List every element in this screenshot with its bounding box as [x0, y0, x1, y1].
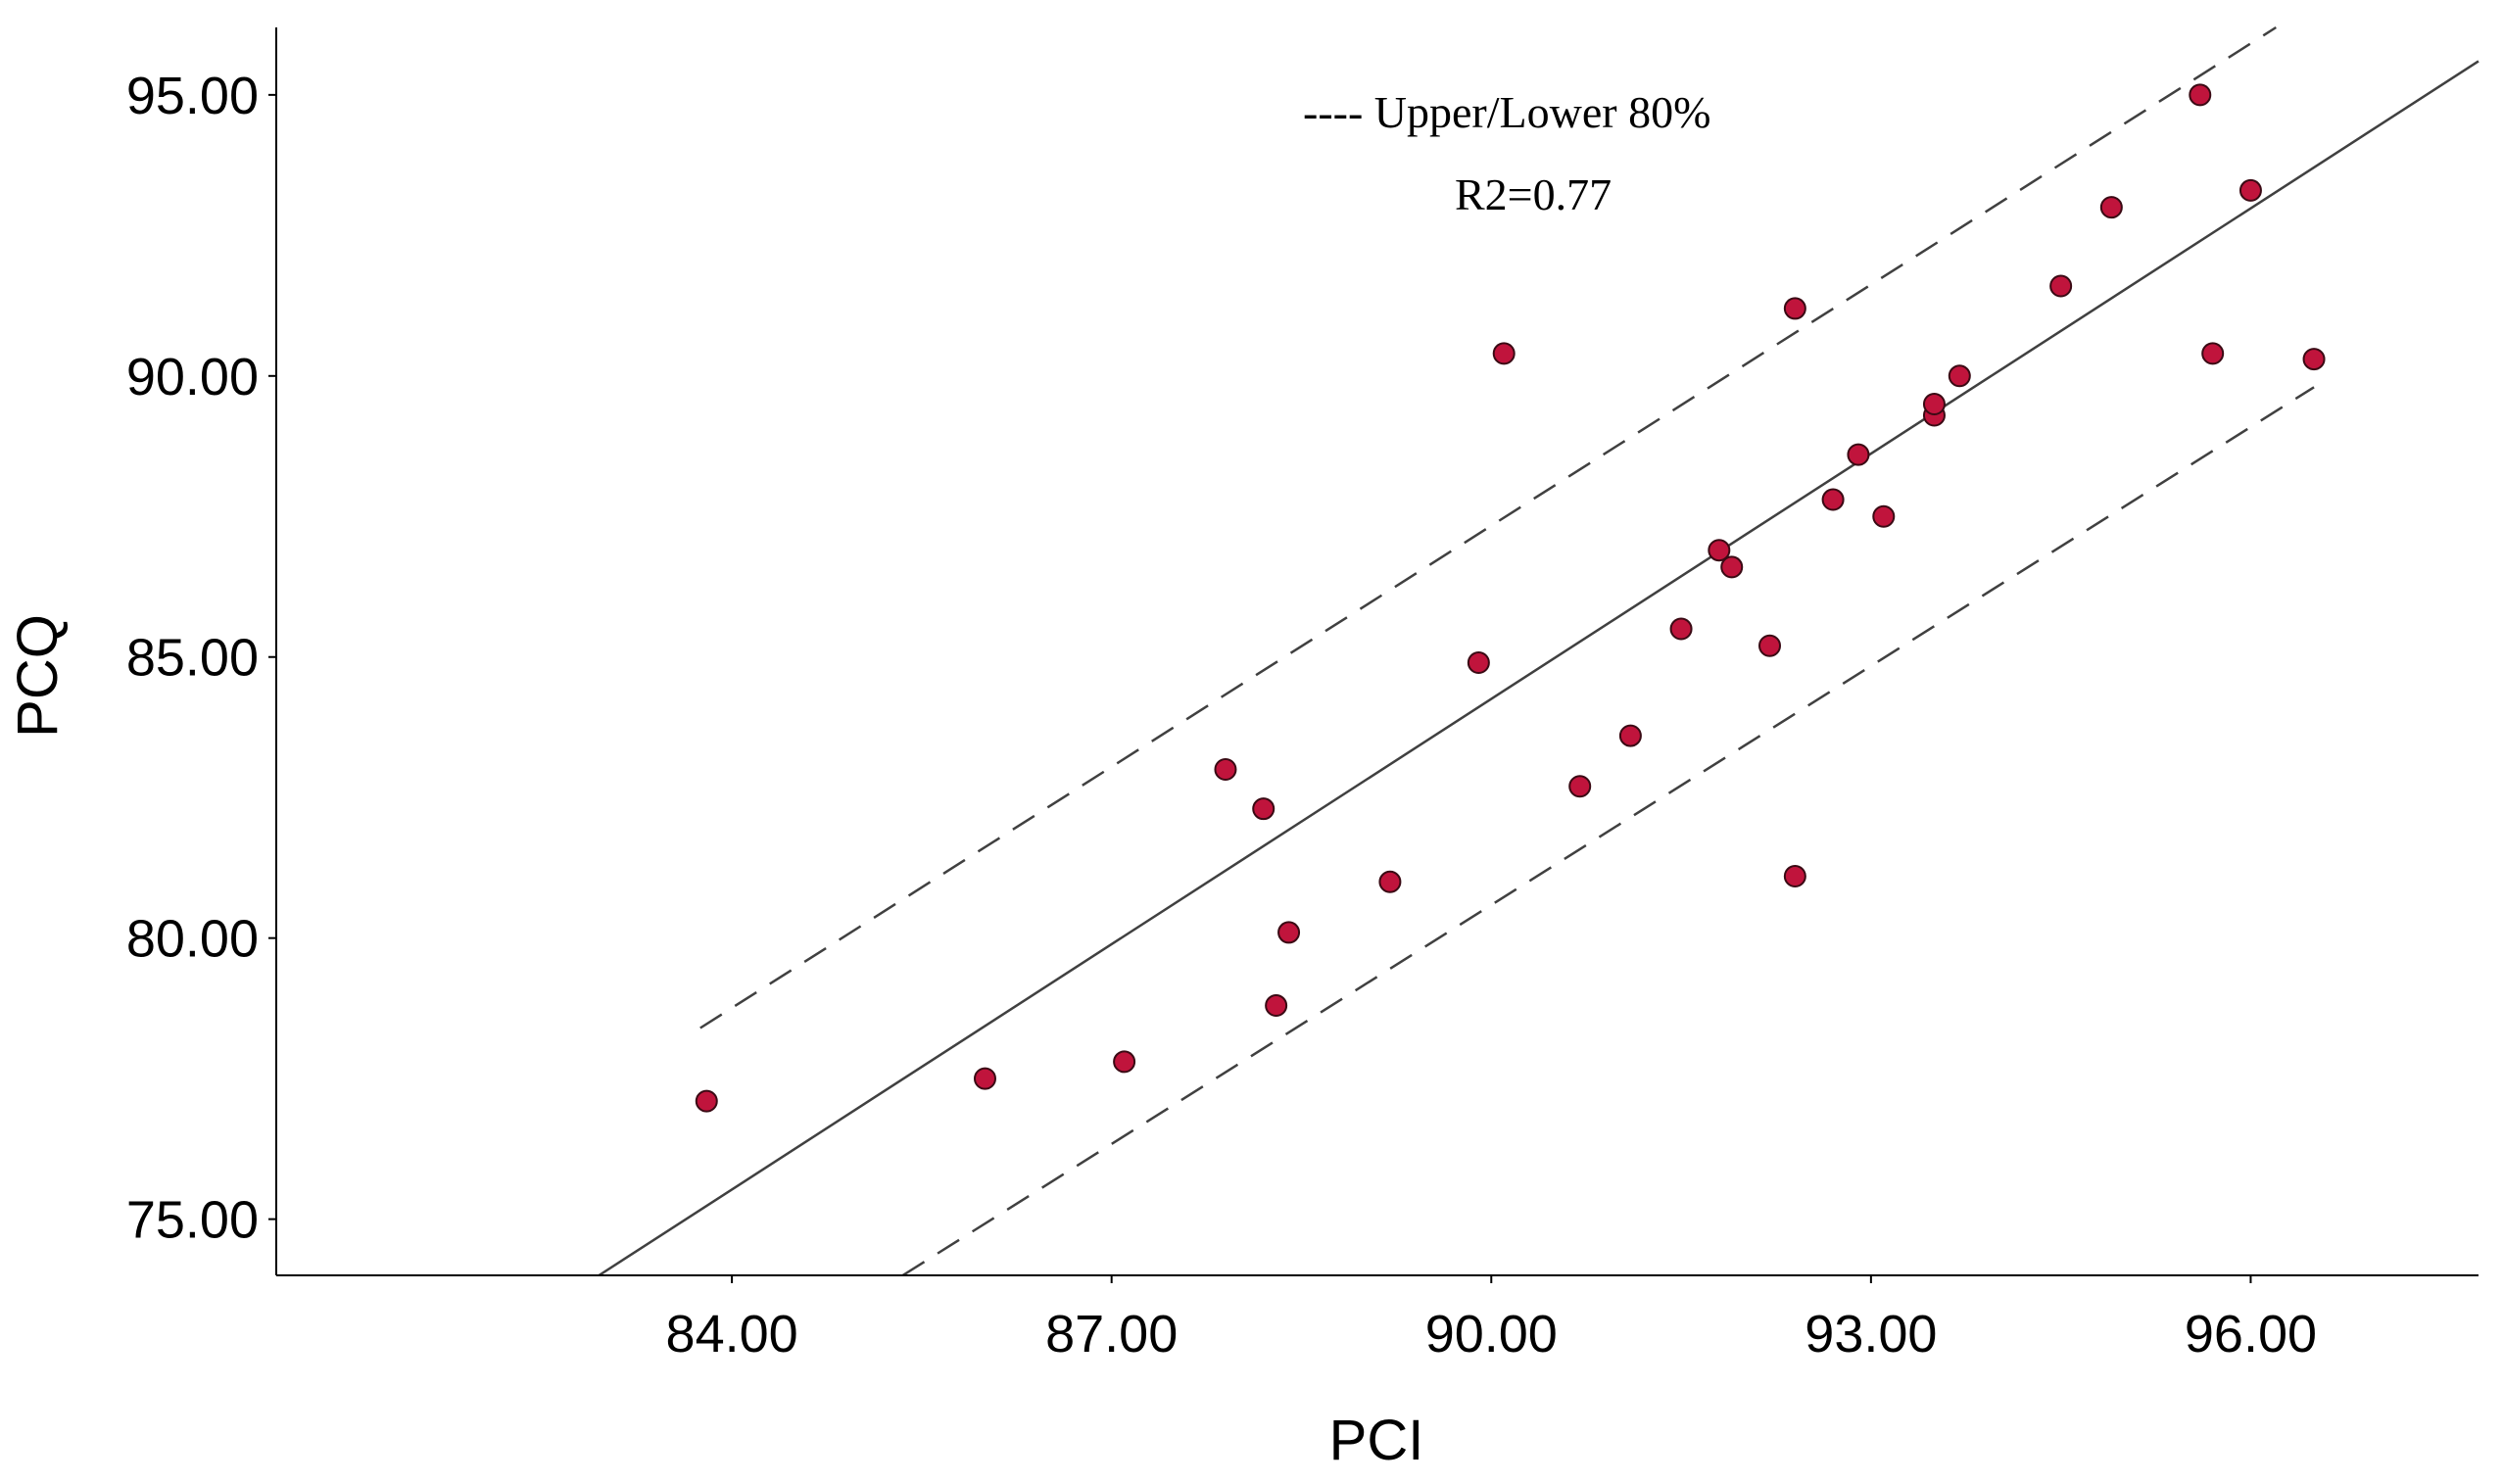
x-tick-label: 93.00 [1805, 1305, 1937, 1364]
x-axis-title: PCI [1329, 1409, 1424, 1472]
axes: 84.00 87.00 90.00 93.00 96.00 75.00 80.00 85.00… [126, 27, 2479, 1364]
scatter-point [1618, 724, 1642, 747]
fit-line [598, 60, 2479, 1277]
scatter-point [1113, 1050, 1136, 1074]
y-tick-label: 80.00 [126, 910, 259, 969]
y-tick-label: 75.00 [126, 1191, 259, 1250]
y-tick-label: 85.00 [126, 629, 259, 688]
x-tick-label: 87.00 [1045, 1305, 1178, 1364]
scatter-point [2049, 274, 2073, 298]
scatter-point [1568, 775, 1592, 798]
scatter-point [1758, 634, 1782, 657]
scatter-point [1847, 443, 1870, 466]
scatter-point [1922, 392, 1946, 415]
r2-annotation: R2=0.77 [1455, 169, 1612, 219]
y-tick-label: 90.00 [126, 348, 259, 407]
scatter-point [1669, 617, 1693, 641]
scatter-point [1277, 921, 1301, 944]
scatter-point [1265, 994, 1288, 1018]
y-tick-label: 95.00 [126, 67, 259, 125]
scatter-point [1492, 342, 1516, 365]
scatter-point [2302, 348, 2326, 371]
scatter-point [1214, 758, 1237, 782]
scatter-point [1378, 870, 1402, 893]
scatter-point [1720, 555, 1744, 579]
scatter-point [1783, 297, 1806, 320]
scatter-point [1821, 488, 1845, 511]
scatter-point [1948, 364, 1971, 388]
x-tick-label: 90.00 [1425, 1305, 1558, 1364]
chart-marks [598, 25, 2479, 1277]
y-axis-title: PCQ [6, 614, 70, 738]
scatter-point [1467, 650, 1490, 674]
x-tick-label: 84.00 [666, 1305, 798, 1364]
scatter-point [695, 1089, 718, 1113]
scatter-point [973, 1067, 996, 1090]
scatter-point [2201, 342, 2225, 365]
upper-80-band [699, 25, 2277, 1029]
scatter-point [1872, 504, 1896, 528]
legend-annotation: ---- Upper/Lower 80% [1303, 87, 1710, 137]
scatter-point [2099, 196, 2123, 219]
scatter-point [2238, 178, 2262, 202]
lower-80-band [901, 386, 2315, 1277]
scatter-point [1783, 865, 1806, 888]
x-tick-label: 96.00 [2185, 1305, 2317, 1364]
scatter-point [1252, 797, 1276, 821]
scatter-point [2189, 83, 2212, 107]
scatter-point [1708, 539, 1731, 562]
